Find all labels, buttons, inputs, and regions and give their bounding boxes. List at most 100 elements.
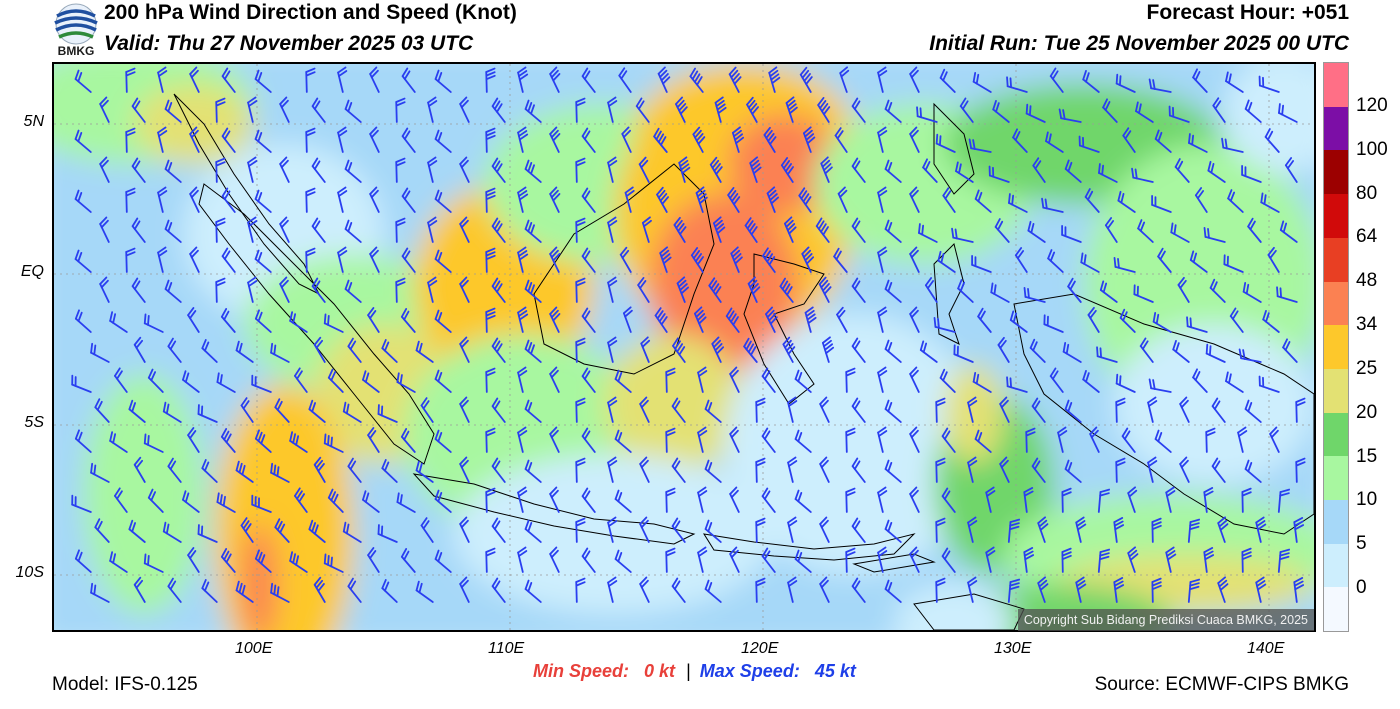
wind-barb-feather	[968, 400, 978, 407]
wind-barb-feather	[729, 366, 738, 375]
wind-barb-feather	[1044, 198, 1048, 210]
wind-barb-feather	[851, 217, 859, 228]
wind-barb-feather	[270, 462, 274, 474]
wind-barb-feather	[575, 577, 586, 583]
wind-barb-feather	[1173, 224, 1177, 235]
wind-barb-feather	[257, 71, 263, 83]
wind-barb-feather	[1106, 220, 1115, 230]
wind-barb-feather	[733, 253, 742, 262]
wind-barb-feather	[369, 550, 377, 560]
wind-barb-feather	[878, 250, 888, 257]
initial-run: Initial Run: Tue 25 November 2025 00 UTC	[929, 32, 1349, 55]
wind-barb-feather	[100, 219, 109, 229]
wind-barb-feather	[662, 256, 672, 265]
wind-barb-feather	[395, 217, 406, 223]
wind-barb-feather	[1041, 197, 1045, 209]
wind-barb-feather	[692, 250, 701, 260]
wind-barb-feather	[496, 223, 503, 233]
wind-barb-feather	[330, 371, 337, 382]
wind-barb-feather	[260, 554, 266, 565]
wind-barb-feather	[1207, 227, 1210, 239]
wind-barb-feather	[884, 279, 890, 290]
wind-barb-feather	[618, 67, 626, 77]
wind-barb-feather	[131, 277, 139, 288]
wind-barb-feather	[99, 156, 108, 165]
wind-barb-feather	[678, 103, 687, 112]
wind-barb-feather	[583, 70, 591, 80]
wind-barb-feather	[1189, 518, 1201, 523]
wind-barb-feather	[617, 551, 623, 563]
wind-barb-feather	[518, 73, 529, 81]
wind-barb-feather	[93, 464, 97, 476]
wind-barb-feather	[292, 553, 297, 564]
wind-barb-feather	[617, 491, 623, 503]
wind-barb-feather	[641, 339, 651, 348]
wind-barb-feather	[935, 521, 946, 527]
wind-barb-feather	[845, 491, 856, 497]
wind-barb-feather	[1194, 371, 1201, 381]
wind-barb-feather	[622, 306, 632, 315]
wind-barb-feather	[1154, 129, 1160, 140]
wind-barb-feather	[617, 431, 623, 443]
wind-barb-feather	[1009, 310, 1015, 321]
wind-barb-feather	[805, 309, 815, 318]
wind-barb-feather	[317, 583, 325, 592]
wind-barb-feather	[1115, 397, 1126, 403]
wind-barb-feather	[797, 491, 803, 503]
wind-barb-feather	[836, 306, 844, 316]
wind-barb-feather	[712, 216, 722, 225]
lon-label-100e: 100E	[235, 640, 273, 657]
wind-barb-feather	[749, 103, 758, 112]
wind-barb-feather	[220, 427, 228, 438]
wind-barb-feather	[225, 433, 232, 444]
wind-barb-feather	[298, 493, 305, 503]
wind-barb-feather	[254, 189, 260, 200]
wind-barb-feather	[164, 99, 170, 110]
wind-barb-feather	[311, 277, 319, 288]
wind-barb-feather	[437, 251, 443, 263]
wind-barb-feather	[1214, 100, 1222, 110]
wind-barb-feather	[940, 253, 945, 264]
wind-barb-feather	[819, 516, 828, 525]
wind-barb-feather	[910, 489, 919, 499]
wind-barb-feather	[147, 435, 150, 446]
wind-barb-feather	[77, 251, 83, 263]
wind-barb-feather	[625, 189, 635, 198]
wind-barb-feather	[1172, 340, 1177, 351]
wind-barb-feather	[825, 346, 835, 355]
wind-barb-feather	[660, 249, 670, 258]
wind-barb-feather	[784, 163, 792, 173]
wind-barb-feather	[673, 580, 681, 590]
wind-barb-feather	[459, 96, 468, 105]
wind-barb-feather	[769, 193, 778, 201]
lon-label-130e: 130E	[994, 640, 1032, 657]
wind-barb-feather	[273, 464, 277, 476]
wind-barb-feather	[1245, 283, 1250, 295]
wind-barb-feather	[714, 343, 723, 352]
wind-barb-feather	[817, 96, 825, 106]
wind-barb-feather	[131, 97, 139, 108]
wind-barb-feather	[607, 396, 617, 404]
wind-barb-feather	[1189, 522, 1200, 527]
java-coast	[412, 473, 696, 545]
wind-barb-feather	[614, 369, 620, 380]
wind-barb-feather	[112, 433, 117, 444]
wind-barb-feather	[133, 336, 142, 346]
wind-barb-feather	[167, 337, 174, 348]
wind-barb-feather	[729, 486, 738, 495]
wind-barb-feather	[935, 461, 946, 467]
wind-barb-feather	[802, 249, 811, 259]
wind-barb-feather	[420, 397, 428, 407]
wind-barb-feather	[575, 97, 586, 103]
wind-barb-feather	[884, 399, 890, 410]
wind-barb-feather	[608, 460, 618, 467]
wind-barb-feather	[279, 156, 288, 165]
wind-barb-feather	[1247, 461, 1253, 473]
wind-barb-feather	[851, 577, 859, 588]
wind-barb-feather	[786, 166, 794, 176]
wind-barb-feather	[985, 486, 995, 494]
wind-barb-feather	[747, 276, 756, 285]
wind-barb-feather	[190, 69, 199, 79]
wind-barb-feather	[972, 371, 977, 383]
wind-barb-feather	[607, 96, 617, 104]
